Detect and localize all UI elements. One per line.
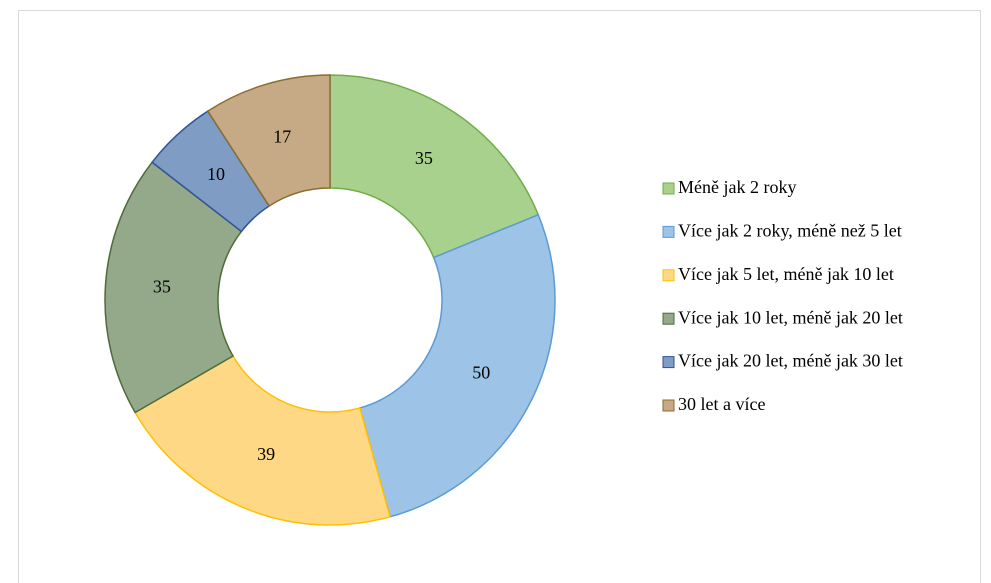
legend-swatch [662, 182, 675, 195]
legend-swatch [662, 269, 675, 282]
data-label: 50 [472, 362, 490, 382]
legend-swatch [662, 356, 675, 369]
legend-label: Více jak 20 let, méně jak 30 let [678, 351, 903, 371]
donut-slice [358, 213, 556, 518]
legend-label: Méně jak 2 roky [678, 177, 796, 197]
legend-swatch [662, 312, 675, 325]
donut-slice [206, 74, 331, 208]
legend-swatch [662, 225, 675, 238]
data-label: 10 [207, 164, 225, 184]
donut-slice [134, 354, 391, 526]
data-label: 35 [153, 277, 171, 297]
donut-slice [104, 161, 243, 414]
legend-label: Více jak 2 roky, méně než 5 let [678, 221, 902, 241]
data-label: 17 [273, 127, 291, 147]
data-label: 39 [257, 444, 275, 464]
legend-label: Více jak 10 let, méně jak 20 let [678, 307, 903, 327]
data-label: 35 [415, 148, 433, 168]
legend-label: 30 let a více [678, 394, 765, 414]
donut-slice [329, 74, 540, 259]
legend-swatch [662, 399, 675, 412]
legend-label: Více jak 5 let, méně jak 10 let [678, 264, 894, 284]
